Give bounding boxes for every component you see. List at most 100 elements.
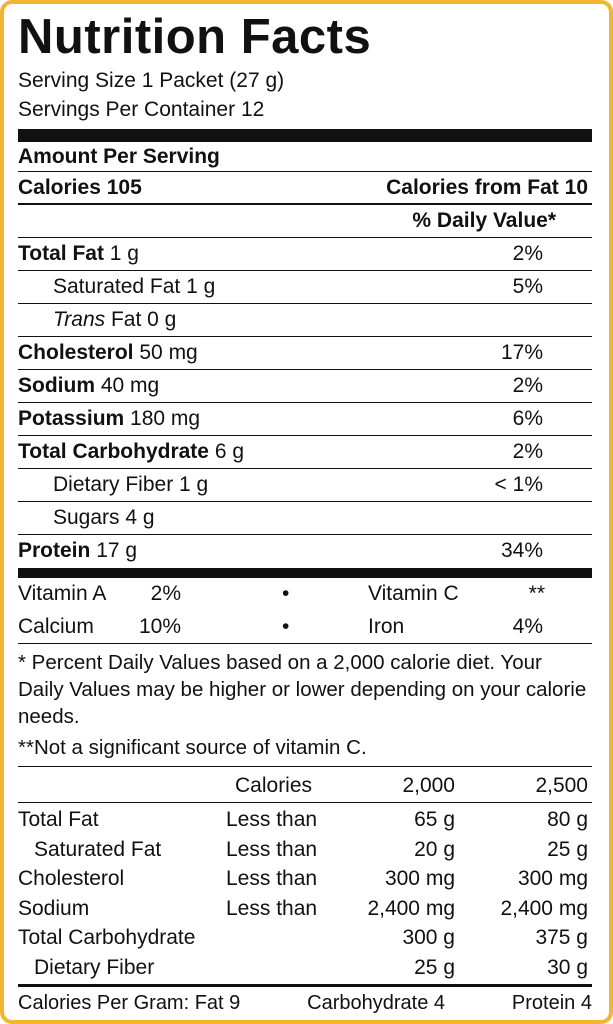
row-value: 2,400 mg <box>500 896 588 920</box>
row-name: Total Fat <box>18 808 99 831</box>
nutrient-name: Fat <box>110 308 142 331</box>
row-value: 65 g <box>414 808 455 831</box>
nutrient-name: Dietary Fiber <box>53 473 174 496</box>
per-gram-item: Calories Per Gram: Fat 9 <box>18 992 241 1014</box>
calories: Calories 105 <box>18 176 142 199</box>
vitamin-value: 4% <box>512 615 543 638</box>
row-value: 25 g <box>547 837 588 861</box>
vitamin-name: Vitamin A <box>18 582 107 605</box>
nutrient-amount: 1 g <box>186 275 216 298</box>
row-value: 300 mg <box>384 867 455 890</box>
row-value: 375 g <box>535 926 588 949</box>
nutrient-amount: 6 g <box>214 440 245 463</box>
vitamin-name: Vitamin C <box>368 582 459 605</box>
thick-rule <box>18 568 592 578</box>
row-name: Total Carbohydrate <box>18 926 196 949</box>
nutrient-dv: 2% <box>512 242 543 265</box>
vitamin-row: Calcium 10% • Iron 4% <box>18 611 592 644</box>
vitamin-row: Vitamin A 2% • Vitamin C ** <box>18 578 592 611</box>
nutrient-name: Protein <box>18 539 91 562</box>
row-value: 300 mg <box>517 867 588 890</box>
nutrient-row: Cholesterol 50 mg 17% <box>18 337 592 370</box>
nutrient-row: Total Carbohydrate 6 g 2% <box>18 436 592 469</box>
title: Nutrition Facts <box>18 10 372 64</box>
daily-value-header-row: % Daily Value* <box>18 205 592 238</box>
nutrient-row: Sodium 40 mg 2% <box>18 370 592 403</box>
row-value: 80 g <box>547 808 588 831</box>
nutrient-dv: 2% <box>512 374 543 397</box>
daily-value-header: % Daily Value* <box>412 209 556 232</box>
header-column: 2,000 <box>402 774 455 797</box>
row-value: 300 g <box>402 926 455 949</box>
row-limit: Less than <box>226 867 318 890</box>
servings-per-container: Servings Per Container 12 <box>18 98 265 121</box>
nutrient-dv: 17% <box>500 341 543 364</box>
nutrient-name: Total Fat <box>18 242 104 265</box>
calories-per-gram: Calories Per Gram: Fat 9 Carbohydrate 4 … <box>18 987 592 1019</box>
header-column: 2,500 <box>535 774 588 797</box>
nutrient-row: Total Fat 1 g 2% <box>18 238 592 271</box>
nutrient-dv: 34% <box>500 539 543 562</box>
nutrient-name: Sodium <box>18 374 95 397</box>
vitamin-value: 2% <box>150 582 181 605</box>
row-limit: Less than <box>226 837 318 861</box>
nutrient-amount: 50 mg <box>139 341 198 364</box>
nutrient-row: Dietary Fiber 1 g < 1% <box>18 469 592 502</box>
row-name: Saturated Fat <box>34 837 162 861</box>
nutrient-amount: 180 mg <box>130 407 201 430</box>
nutrient-dv: < 1% <box>494 473 543 496</box>
bullet: • <box>282 615 290 638</box>
nutrient-name: Saturated Fat <box>53 275 181 298</box>
row-value: 20 g <box>414 837 455 861</box>
vitamin-name: Calcium <box>18 615 94 638</box>
nutrient-amount: 4 g <box>125 506 155 529</box>
per-gram-item: Protein 4 <box>511 992 592 1014</box>
calories-row: Calories 105 Calories from Fat 10 <box>18 172 592 205</box>
nutrient-row: Trans Fat 0 g <box>18 304 592 337</box>
nutrient-name: Potassium <box>18 407 125 430</box>
nutrient-name-italic: Trans <box>53 308 106 331</box>
vitamin-name: Iron <box>368 615 405 638</box>
reference-row: Dietary Fiber 25 g 30 g <box>18 953 592 983</box>
text: Amount Per Serving <box>18 145 220 168</box>
nutrient-row: Saturated Fat 1 g 5% <box>18 271 592 304</box>
nutrient-name: Total Carbohydrate <box>18 440 209 463</box>
calories-from-fat: Calories from Fat 10 <box>386 176 588 199</box>
nutrient-amount: 1 g <box>179 473 209 496</box>
header-label: Calories <box>235 774 313 797</box>
nutrient-amount: 1 g <box>109 242 139 265</box>
vitamin-value: ** <box>528 582 545 605</box>
reference-row: Sodium Less than 2,400 mg 2,400 mg <box>18 894 592 924</box>
row-name: Dietary Fiber <box>34 955 155 979</box>
row-value: 2,400 mg <box>367 896 455 920</box>
reference-header: Calories 2,000 2,500 <box>18 767 592 803</box>
reference-row: Cholesterol Less than 300 mg 300 mg <box>18 864 592 894</box>
nutrient-dv: 2% <box>512 440 543 463</box>
footnote: **Not a significant source of vitamin C. <box>18 736 367 759</box>
nutrient-name: Cholesterol <box>18 341 134 364</box>
reference-row: Total Carbohydrate 300 g 375 g <box>18 923 592 953</box>
vitamin-value: 10% <box>138 615 181 638</box>
reference-row: Saturated Fat Less than 20 g 25 g <box>18 835 592 865</box>
nutrient-dv: 5% <box>512 275 543 298</box>
row-value: 30 g <box>547 955 588 979</box>
serving-size: Serving Size 1 Packet (27 g) <box>18 69 285 92</box>
nutrient-amount: 17 g <box>96 539 138 562</box>
bullet: • <box>282 582 290 605</box>
reference-row: Total Fat Less than 65 g 80 g <box>18 805 592 835</box>
nutrient-amount: 0 g <box>147 308 177 331</box>
nutrient-row: Protein 17 g 34% <box>18 535 592 568</box>
nutrient-row: Sugars 4 g <box>18 502 592 535</box>
thick-rule <box>18 129 592 142</box>
row-limit: Less than <box>226 808 318 831</box>
row-name: Cholesterol <box>18 867 125 890</box>
reference-rows: Total Fat Less than 65 g 80 g Saturated Fat L… <box>18 803 592 987</box>
row-name: Sodium <box>18 896 90 920</box>
row-value: 25 g <box>414 955 455 979</box>
nutrient-amount: 40 mg <box>100 374 160 397</box>
per-gram-item: Carbohydrate 4 <box>307 992 446 1014</box>
row-limit: Less than <box>226 896 318 920</box>
footnote: * Percent Daily Values based on a 2,000 … <box>18 651 587 728</box>
amount-per-serving: Amount Per Serving <box>18 142 592 172</box>
